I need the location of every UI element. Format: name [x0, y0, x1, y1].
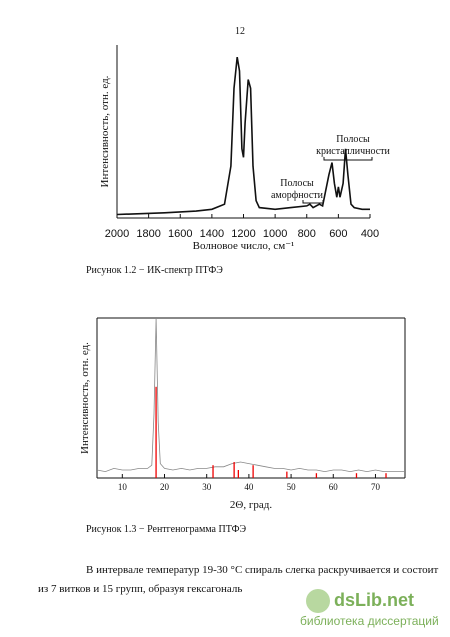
- x-tick-label: 1200: [231, 228, 255, 240]
- x-tick-label: 40: [244, 482, 254, 492]
- x-tick-label: 2000: [105, 228, 129, 240]
- x-axis-label: Волновое число, см⁻¹: [193, 240, 295, 252]
- caption: Рисунок 1.2 − ИК-спектр ПТФЭ: [86, 265, 223, 276]
- x-tick-label: 50: [287, 482, 297, 492]
- watermark-subtitle: библиотека диссертаций: [300, 614, 439, 628]
- x-axis-label: 2Θ, град.: [230, 499, 272, 511]
- x-tick-label: 10: [118, 482, 128, 492]
- caption: Рисунок 1.3 − Рентгенограмма ПТФЭ: [86, 524, 246, 535]
- paragraph-line: В интервале температур 19-30 °С спираль …: [86, 564, 439, 576]
- data-line: [96, 317, 405, 473]
- x-tick-label: 1400: [200, 228, 224, 240]
- x-tick-label: 800: [298, 228, 316, 240]
- x-tick-label: 400: [361, 228, 379, 240]
- x-tick-label: 1600: [168, 228, 192, 240]
- y-axis-label: Интенсивность, отн. ед.: [99, 75, 111, 187]
- bracket: [323, 157, 373, 161]
- data-line: [116, 56, 370, 216]
- watermark-logo: dsLib.net: [334, 590, 414, 610]
- bracket: [302, 200, 324, 204]
- x-tick-label: 30: [202, 482, 212, 492]
- annotation: Полосы: [336, 134, 370, 145]
- x-tick-label: 600: [329, 228, 347, 240]
- annotation: Полосы: [280, 178, 314, 189]
- x-tick-label: 1000: [263, 228, 287, 240]
- x-tick-label: 1800: [136, 228, 160, 240]
- x-tick-label: 70: [371, 482, 381, 492]
- annotation: кристалличности: [316, 146, 390, 157]
- watermark-icon: [306, 589, 330, 613]
- annotation: аморфности: [271, 190, 324, 201]
- paragraph-line: из 7 витков и 15 групп, образуя гексагон…: [38, 583, 242, 595]
- x-tick-label: 20: [160, 482, 170, 492]
- y-axis-label: Интенсивность, отн. ед.: [79, 342, 91, 454]
- page-number: 12: [235, 26, 245, 37]
- x-tick-label: 60: [329, 482, 339, 492]
